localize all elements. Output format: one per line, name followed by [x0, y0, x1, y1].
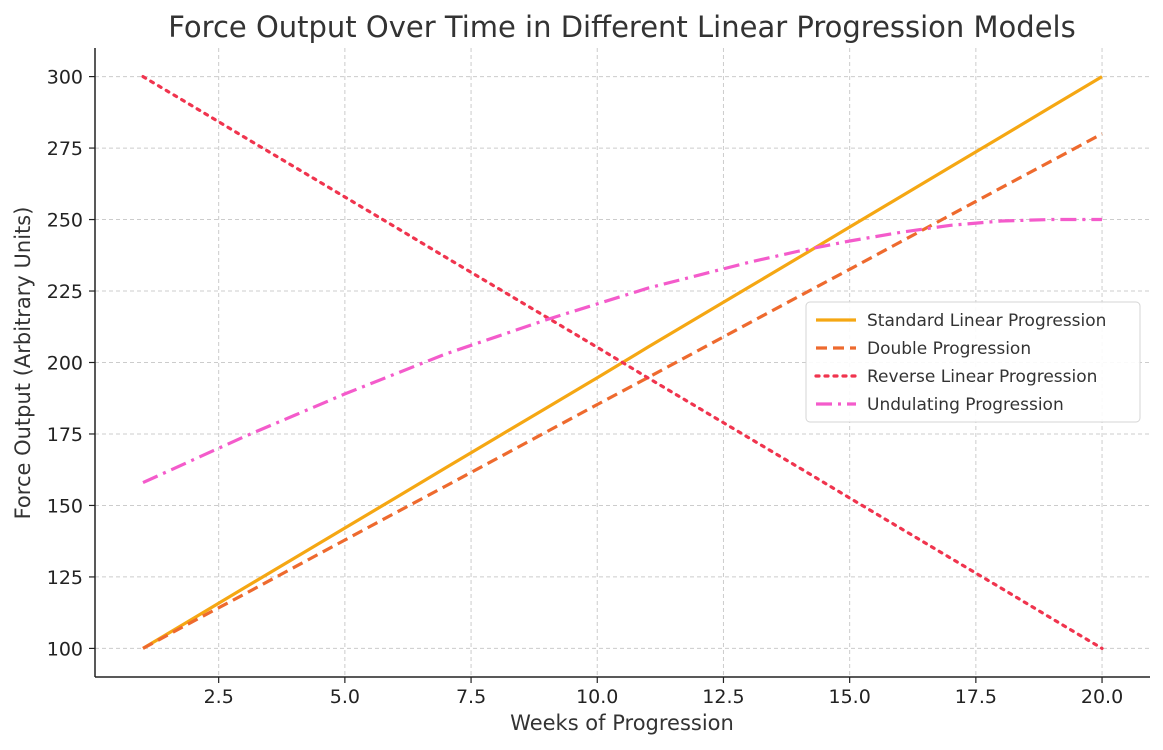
y-tick-label: 150: [47, 495, 83, 517]
y-tick-label: 250: [47, 210, 83, 232]
x-tick-label: 17.5: [955, 686, 997, 708]
x-tick-label: 10.0: [576, 686, 618, 708]
y-ticks: 100 125 150 175 200 225 250 275 300: [47, 67, 95, 660]
legend-label: Double Progression: [867, 339, 1031, 359]
y-tick-label: 100: [47, 638, 83, 660]
x-tick-label: 2.5: [204, 686, 234, 708]
series-line-2: [142, 132, 1103, 650]
x-tick-label: 12.5: [702, 686, 744, 708]
legend-label: Standard Linear Progression: [867, 311, 1106, 331]
y-tick-label: 200: [47, 353, 83, 375]
legend-box: [805, 301, 1141, 423]
y-tick-label: 175: [47, 424, 83, 446]
series-line-3: [141, 74, 1104, 651]
x-axis-label: Weeks of Progression: [510, 711, 734, 735]
x-tick-label: 20.0: [1081, 686, 1123, 708]
series-line-4: [142, 217, 1102, 485]
chart-title: Force Output Over Time in Different Line…: [168, 10, 1075, 44]
y-tick-label: 275: [47, 138, 83, 160]
series-lines: [141, 74, 1104, 651]
x-tick-label: 5.0: [330, 686, 360, 708]
x-tick-label: 7.5: [456, 686, 486, 708]
x-ticks: 2.5 5.0 7.5 10.0 12.5 15.0 17.5 20.0: [204, 677, 1123, 708]
legend-label: Undulating Progression: [867, 395, 1064, 415]
legend: Standard Linear Progression Double Progre…: [805, 301, 1141, 423]
legend-label: Reverse Linear Progression: [867, 367, 1097, 387]
y-axis-label: Force Output (Arbitrary Units): [11, 207, 35, 520]
y-tick-label: 300: [47, 67, 83, 89]
y-tick-label: 125: [47, 567, 83, 589]
y-tick-label: 225: [47, 281, 83, 303]
x-tick-label: 15.0: [828, 686, 870, 708]
